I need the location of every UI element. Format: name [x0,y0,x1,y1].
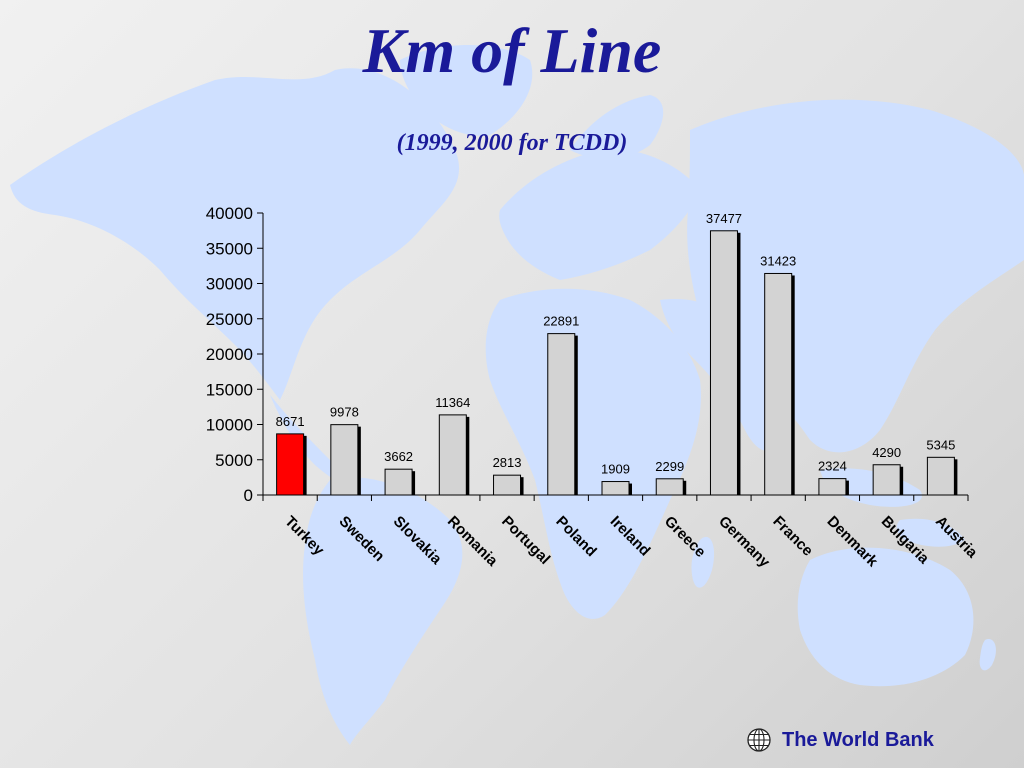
bar-value-label: 5345 [926,437,955,452]
bar [493,474,522,496]
bar [655,478,684,496]
bar [330,424,359,496]
bar-value-label: 1909 [601,462,630,477]
y-tick-label: 0 [244,486,253,505]
y-tick-label: 10000 [206,416,253,435]
bar [872,464,901,496]
bar [384,468,413,496]
bar [547,333,576,496]
slide-subtitle: (1999, 2000 for TCDD) [396,130,628,156]
bar-value-label: 4290 [872,445,901,460]
y-tick-label: 15000 [206,380,253,399]
bar-value-label: 22891 [543,314,579,329]
category-label: Poland [552,513,599,560]
y-tick-label: 40000 [206,204,253,223]
category-label: Portugal [498,513,553,568]
bar-value-label: 2324 [818,459,847,474]
category-label: Ireland [607,513,654,560]
y-tick-label: 30000 [206,275,253,294]
footer-branding: The World Bank [746,726,934,754]
x-axis [262,494,969,501]
category-label: Bulgaria [878,513,933,568]
slide-title: Km of Line [362,15,662,86]
bar [276,433,305,496]
category-label: Romania [444,513,501,570]
category-label: Sweden [336,513,388,565]
category-label: Greece [661,513,709,561]
bar [438,414,467,496]
bar-value-label: 37477 [706,211,742,226]
bars [276,230,958,496]
bar-value-label: 2813 [493,455,522,470]
bar-value-label: 9978 [330,405,359,420]
bar-value-label: 8671 [276,414,305,429]
y-tick-label: 35000 [206,239,253,258]
category-label: Slovakia [390,513,446,569]
y-tick-label: 25000 [206,310,253,329]
bar [926,456,955,496]
category-label: Austria [932,513,981,562]
data-labels: 8671 9978 3662 11364 2813 22891 1909 2299 37477 3… [276,211,956,477]
bar-value-label: 3662 [384,449,413,464]
bar [818,478,847,496]
bar-value-label: 31423 [760,253,796,268]
footer-label: The World Bank [782,728,934,751]
bar [709,230,738,496]
category-label: Germany [715,513,773,571]
category-label: Turkey [281,513,327,559]
y-tick-label: 20000 [206,345,253,364]
y-tick-label: 5000 [215,451,253,470]
category-label: Denmark [824,513,882,571]
bar-value-label: 11364 [435,395,470,410]
bar [764,272,793,496]
bar-value-label: 2299 [655,459,684,474]
y-axis: 0 5000 10000 15000 20000 25000 30000 35000 40000 [206,204,264,505]
category-label: France [769,513,816,560]
bar [601,481,630,496]
globe-icon [747,728,771,752]
